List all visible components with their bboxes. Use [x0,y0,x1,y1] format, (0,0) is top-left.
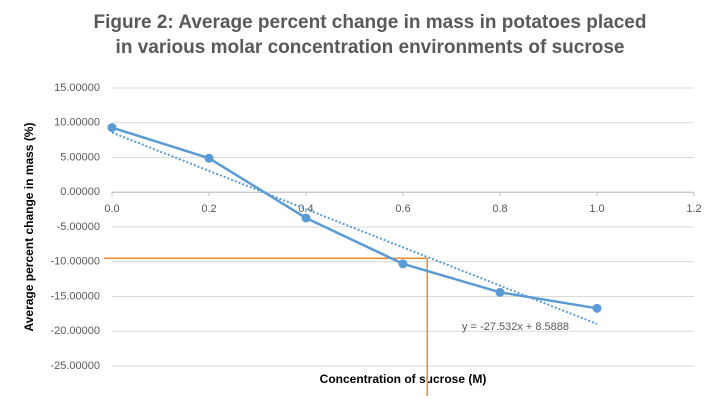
data-point [204,153,214,163]
trendline [111,131,598,325]
data-point [592,303,602,313]
data-point [398,259,408,269]
y-tick-label: 10.00000 [54,117,100,129]
series-line [111,126,598,310]
y-tick-label: 0.00000 [60,186,100,198]
y-tick-label: 15.00000 [54,82,100,94]
trendline-equation: y = -27.532x + 8.5888 [462,321,569,333]
data-point [495,287,505,297]
x-tick-label: 1.0 [589,203,604,215]
y-tick-label: -25.00000 [50,360,100,372]
y-axis-title: Average percent change in mass (%) [22,123,36,332]
x-tick-label: 0.8 [492,203,507,215]
x-tick-label: 0.0 [104,203,119,215]
x-tick-label: 0.6 [395,203,410,215]
y-tick-label: -10.00000 [50,256,100,268]
x-tick-label: 1.2 [686,203,701,215]
y-tick-label: -15.00000 [50,290,100,302]
y-tick-label: -20.00000 [50,325,100,337]
x-axis-title: Concentration of sucrose (M) [320,372,487,386]
data-point [107,123,117,133]
chart-title: Figure 2: Average percent change in mass… [93,12,647,58]
y-tick-label: 5.00000 [60,151,100,163]
x-tick-label: 0.2 [201,203,216,215]
y-tick-label: -5.00000 [57,221,100,233]
data-point [301,213,311,223]
